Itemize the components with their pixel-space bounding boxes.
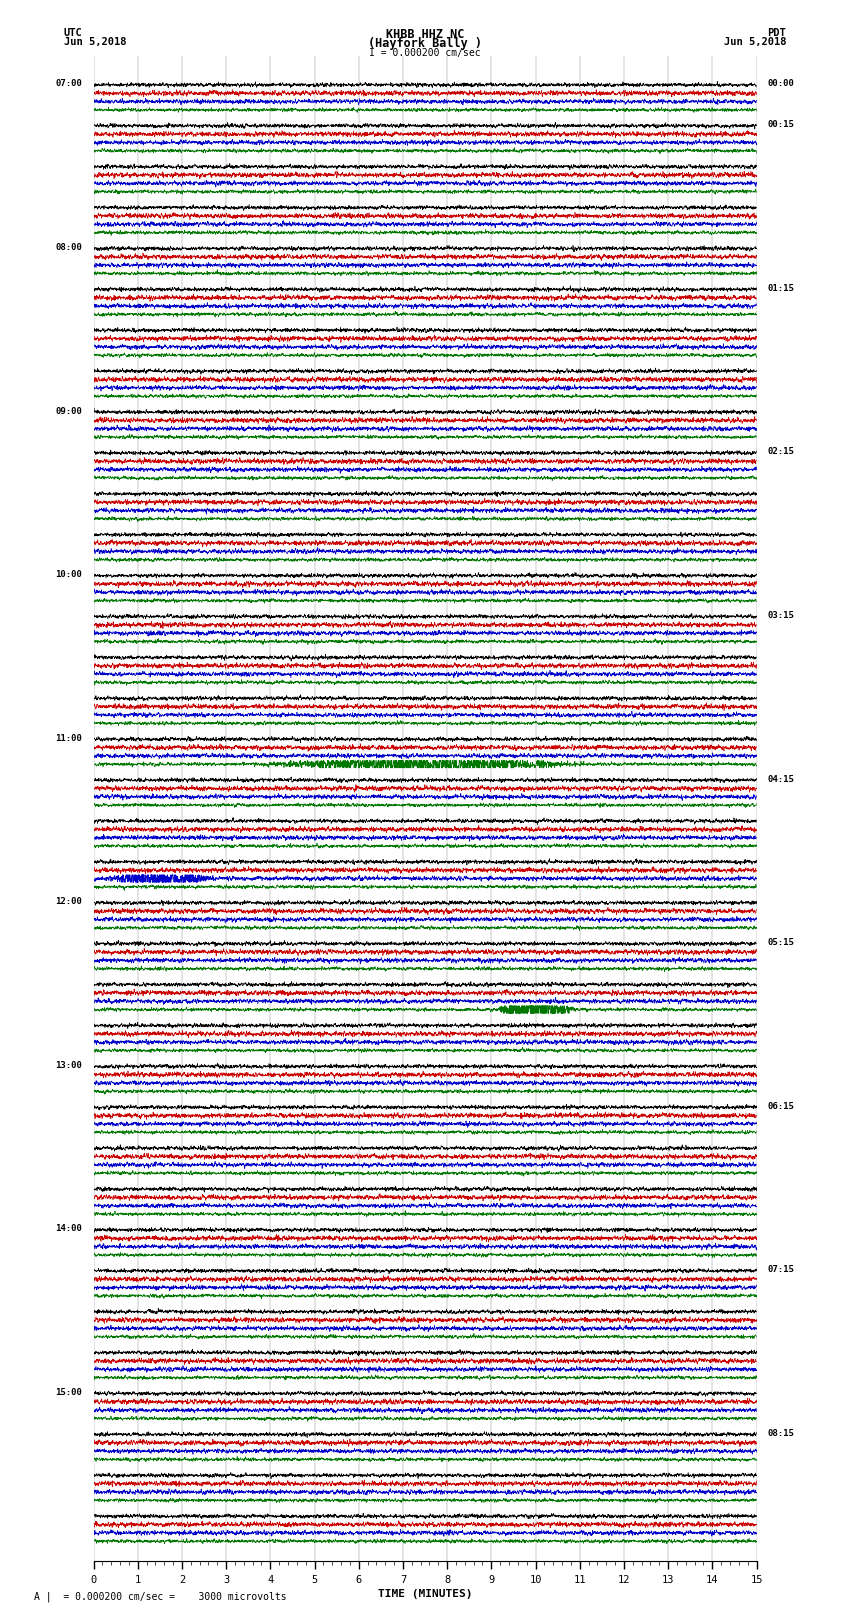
Text: 10:00: 10:00 — [55, 569, 82, 579]
Text: 06:15: 06:15 — [768, 1102, 795, 1111]
Text: (Hayfork Bally ): (Hayfork Bally ) — [368, 37, 482, 50]
Text: 11:00: 11:00 — [55, 734, 82, 742]
Text: 07:00: 07:00 — [55, 79, 82, 89]
Text: UTC: UTC — [64, 29, 82, 39]
Text: 03:15: 03:15 — [768, 611, 795, 619]
Text: KHBB HHZ NC: KHBB HHZ NC — [386, 29, 464, 42]
Text: PDT: PDT — [768, 29, 786, 39]
Text: A |  = 0.000200 cm/sec =    3000 microvolts: A | = 0.000200 cm/sec = 3000 microvolts — [34, 1590, 286, 1602]
Text: 00:15: 00:15 — [768, 121, 795, 129]
Text: 12:00: 12:00 — [55, 897, 82, 907]
X-axis label: TIME (MINUTES): TIME (MINUTES) — [377, 1589, 473, 1598]
Text: 13:00: 13:00 — [55, 1061, 82, 1069]
Text: Jun 5,2018: Jun 5,2018 — [64, 37, 127, 47]
Text: 05:15: 05:15 — [768, 939, 795, 947]
Text: 07:15: 07:15 — [768, 1265, 795, 1274]
Text: I = 0.000200 cm/sec: I = 0.000200 cm/sec — [369, 47, 481, 58]
Text: 14:00: 14:00 — [55, 1224, 82, 1234]
Text: 04:15: 04:15 — [768, 774, 795, 784]
Text: 09:00: 09:00 — [55, 406, 82, 416]
Text: 02:15: 02:15 — [768, 447, 795, 456]
Text: Jun 5,2018: Jun 5,2018 — [723, 37, 786, 47]
Text: 15:00: 15:00 — [55, 1389, 82, 1397]
Text: 08:00: 08:00 — [55, 244, 82, 252]
Text: 00:00: 00:00 — [768, 79, 795, 89]
Text: 08:15: 08:15 — [768, 1429, 795, 1437]
Text: 01:15: 01:15 — [768, 284, 795, 294]
